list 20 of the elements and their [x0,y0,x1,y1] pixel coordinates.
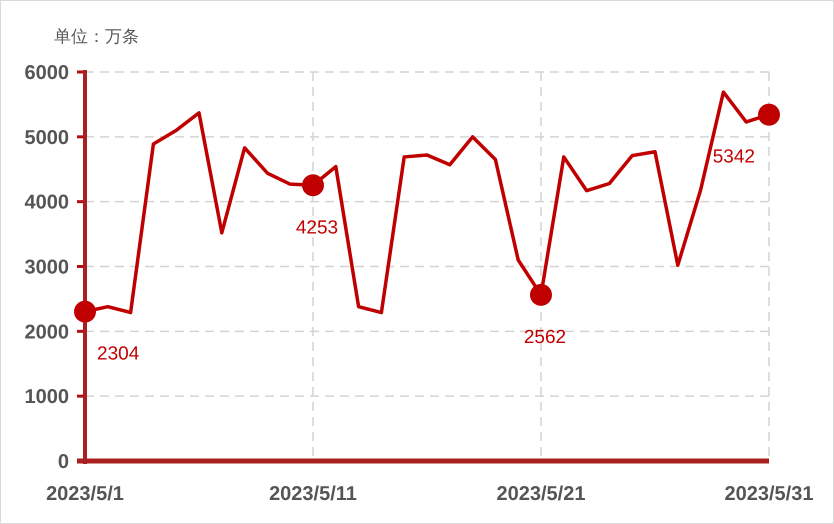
y-tick-label: 1000 [24,386,69,408]
point [758,104,780,126]
data-label: 4253 [296,217,338,238]
x-tick-label: 2023/5/1 [46,483,124,505]
point [530,284,552,306]
data-label: 5342 [712,146,755,168]
y-tick-label: 6000 [24,62,69,84]
x-tick-label: 2023/5/31 [724,483,814,505]
y-tick-label: 5000 [24,126,69,149]
data-label: 2562 [524,326,566,348]
data-label: 2304 [97,344,140,365]
point [302,174,324,196]
point [74,300,96,323]
y-tick-label: 2000 [24,321,69,344]
chart-title: 单位：万条 [54,27,139,46]
y-tick-label: 4000 [24,192,69,214]
x-tick-label: 2023/5/21 [496,483,586,505]
x-tick-label: 2023/5/11 [269,483,357,505]
y-tick-label: 0 [58,451,69,473]
y-tick-label: 3000 [24,256,69,278]
